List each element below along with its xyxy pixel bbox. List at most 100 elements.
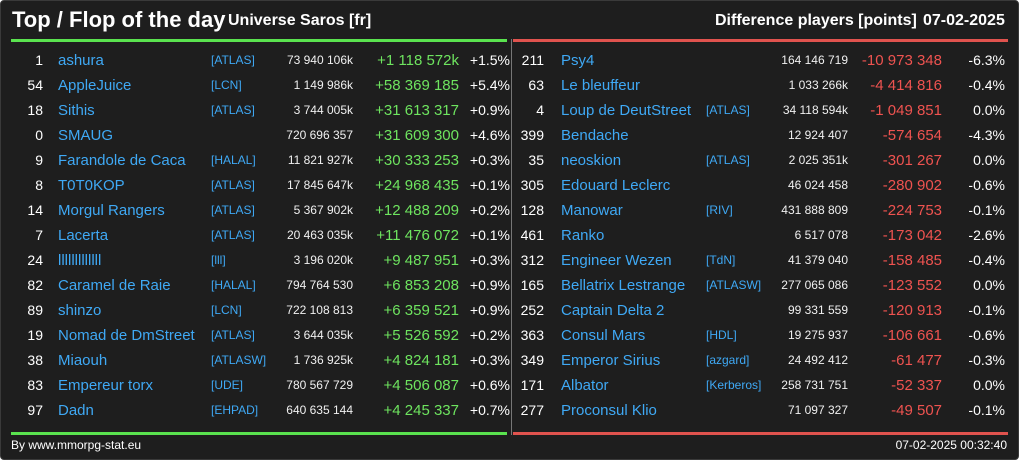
top-row: 82 Caramel de Raie [HALAL] 794 764 530 +6 85…: [11, 273, 511, 298]
player-name-link[interactable]: Miaouh: [58, 352, 108, 369]
delta-cell: +24 968 435: [375, 177, 459, 194]
rank-cell: 9: [35, 152, 43, 168]
alliance-tag-link[interactable]: [ATLAS]: [706, 103, 750, 117]
score-cell: 720 696 357: [286, 128, 353, 142]
alliance-tag-link[interactable]: [lll]: [211, 253, 226, 267]
score-cell: 5 367 902k: [293, 203, 353, 217]
score-cell: 277 065 086: [781, 278, 848, 292]
alliance-tag-link[interactable]: [LCN]: [211, 303, 242, 317]
player-name-link[interactable]: Captain Delta 2: [561, 302, 665, 319]
alliance-tag-link[interactable]: [azgard]: [706, 353, 750, 367]
player-name-link[interactable]: Dadn: [58, 402, 94, 419]
alliance-tag-link[interactable]: [ATLAS]: [211, 228, 255, 242]
player-name-link[interactable]: shinzo: [58, 302, 102, 319]
player-name-link[interactable]: Consul Mars: [561, 327, 646, 344]
percent-cell: 0.0%: [973, 152, 1005, 168]
column-divider: [511, 39, 512, 435]
player-name-link[interactable]: Nomad de DmStreet: [58, 327, 195, 344]
player-name-link[interactable]: Proconsul Klio: [561, 402, 657, 419]
delta-cell: +12 488 209: [375, 202, 459, 219]
delta-cell: -52 337: [891, 377, 942, 394]
top-row: 24 lllllllllllll [lll] 3 196 020k +9 487 951…: [11, 248, 511, 273]
alliance-tag-link[interactable]: [ATLAS]: [706, 153, 750, 167]
percent-cell: 0.0%: [973, 277, 1005, 293]
score-cell: 1 736 925k: [293, 353, 353, 367]
delta-cell: -4 414 816: [870, 77, 942, 94]
rank-cell: 89: [27, 302, 43, 318]
player-name-link[interactable]: Bendache: [561, 127, 629, 144]
player-name-link[interactable]: SMAUG: [58, 127, 114, 144]
player-name-link[interactable]: Sithis: [58, 102, 95, 119]
alliance-tag-link[interactable]: [ATLAS]: [211, 203, 255, 217]
top-row: 7 Lacerta [ATLAS] 20 463 035k +11 476 072 +0.…: [11, 223, 511, 248]
alliance-tag-link[interactable]: [UDE]: [211, 378, 244, 392]
alliance-tag-link[interactable]: [TdN]: [706, 253, 736, 267]
player-name-link[interactable]: Ranko: [561, 227, 605, 244]
alliance-tag-link[interactable]: [ATLAS]: [211, 328, 255, 342]
alliance-tag-link[interactable]: [Kerberos]: [706, 378, 762, 392]
alliance-tag-link[interactable]: [ATLAS]: [211, 178, 255, 192]
player-name-link[interactable]: Le bleuffeur: [561, 77, 640, 94]
rank-cell: 97: [27, 402, 43, 418]
player-name-link[interactable]: Edouard Leclerc: [561, 177, 671, 194]
flop-footer-bar: [513, 432, 1008, 435]
score-cell: 431 888 809: [781, 203, 848, 217]
player-name-link[interactable]: Manowar: [561, 202, 623, 219]
top-row: 19 Nomad de DmStreet [ATLAS] 3 644 035k +5 5…: [11, 323, 511, 348]
score-cell: 1 149 986k: [293, 78, 353, 92]
rank-cell: 277: [520, 402, 544, 418]
player-name-link[interactable]: Farandole de Caca: [58, 152, 186, 169]
rank-cell: 461: [520, 227, 544, 243]
percent-cell: +0.9%: [469, 302, 510, 318]
alliance-tag-link[interactable]: [ATLASW]: [211, 353, 267, 367]
alliance-tag-link[interactable]: [ATLAS]: [211, 103, 255, 117]
score-cell: 24 492 412: [787, 353, 848, 367]
alliance-tag-link[interactable]: [LCN]: [211, 78, 242, 92]
player-name-link[interactable]: Psy4: [561, 52, 595, 69]
flop-list: 211 Psy4 164 146 719 -10 973 348 -6.3% 63 Le b…: [513, 48, 1009, 423]
player-name-link[interactable]: Caramel de Raie: [58, 277, 171, 294]
alliance-tag-link[interactable]: [HDL]: [706, 328, 737, 342]
rank-cell: 19: [27, 327, 43, 343]
metric-label: Difference players [points]: [715, 12, 917, 29]
score-cell: 722 108 813: [286, 303, 353, 317]
top-row: 18 Sithis [ATLAS] 3 744 005k +31 613 317 +0.9…: [11, 98, 511, 123]
alliance-tag-link[interactable]: [HALAL]: [211, 278, 256, 292]
player-name-link[interactable]: Loup de DeutStreet: [561, 102, 692, 119]
alliance-tag-link[interactable]: [HALAL]: [211, 153, 256, 167]
delta-cell: +58 369 185: [375, 77, 459, 94]
player-name-link[interactable]: Empereur torx: [58, 377, 154, 394]
rank-cell: 1: [35, 52, 43, 68]
player-name-link[interactable]: AppleJuice: [58, 77, 132, 94]
score-cell: 640 635 144: [286, 403, 353, 417]
delta-cell: -574 654: [882, 127, 942, 144]
top-list: 1 ashura [ATLAS] 73 940 106k +1 118 572k +1.5…: [11, 48, 511, 423]
percent-cell: -0.4%: [968, 252, 1005, 268]
flop-row: 349 Emperor Sirius [azgard] 24 492 412 -61 4…: [513, 348, 1009, 373]
player-name-link[interactable]: Engineer Wezen: [561, 252, 672, 269]
player-name-link[interactable]: Emperor Sirius: [561, 352, 661, 369]
player-name-link[interactable]: Lacerta: [58, 227, 109, 244]
player-name-link[interactable]: lllllllllllll: [58, 252, 102, 269]
percent-cell: +0.1%: [469, 227, 510, 243]
player-name-link[interactable]: neoskion: [561, 152, 622, 169]
rank-cell: 38: [27, 352, 43, 368]
rank-cell: 8: [35, 177, 43, 193]
player-name-link[interactable]: ashura: [58, 52, 104, 69]
flop-row: 171 Albator [Kerberos] 258 731 751 -52 337 0.…: [513, 373, 1009, 398]
player-name-link[interactable]: T0T0KOP: [58, 177, 125, 194]
percent-cell: +0.9%: [469, 277, 510, 293]
rank-cell: 83: [27, 377, 43, 393]
delta-cell: +6 853 208: [383, 277, 460, 294]
player-name-link[interactable]: Morgul Rangers: [58, 202, 165, 219]
percent-cell: +0.3%: [469, 352, 510, 368]
alliance-tag-link[interactable]: [RIV]: [706, 203, 733, 217]
player-name-link[interactable]: Bellatrix Lestrange: [561, 277, 686, 294]
alliance-tag-link[interactable]: [ATLASW]: [706, 278, 762, 292]
alliance-tag-link[interactable]: [EHPAD]: [211, 403, 259, 417]
alliance-tag-link[interactable]: [ATLAS]: [211, 53, 255, 67]
player-name-link[interactable]: Albator: [561, 377, 609, 394]
date-label: 07-02-2025: [923, 12, 1005, 29]
flop-header-bar: [513, 39, 1008, 42]
score-cell: 17 845 647k: [286, 178, 353, 192]
